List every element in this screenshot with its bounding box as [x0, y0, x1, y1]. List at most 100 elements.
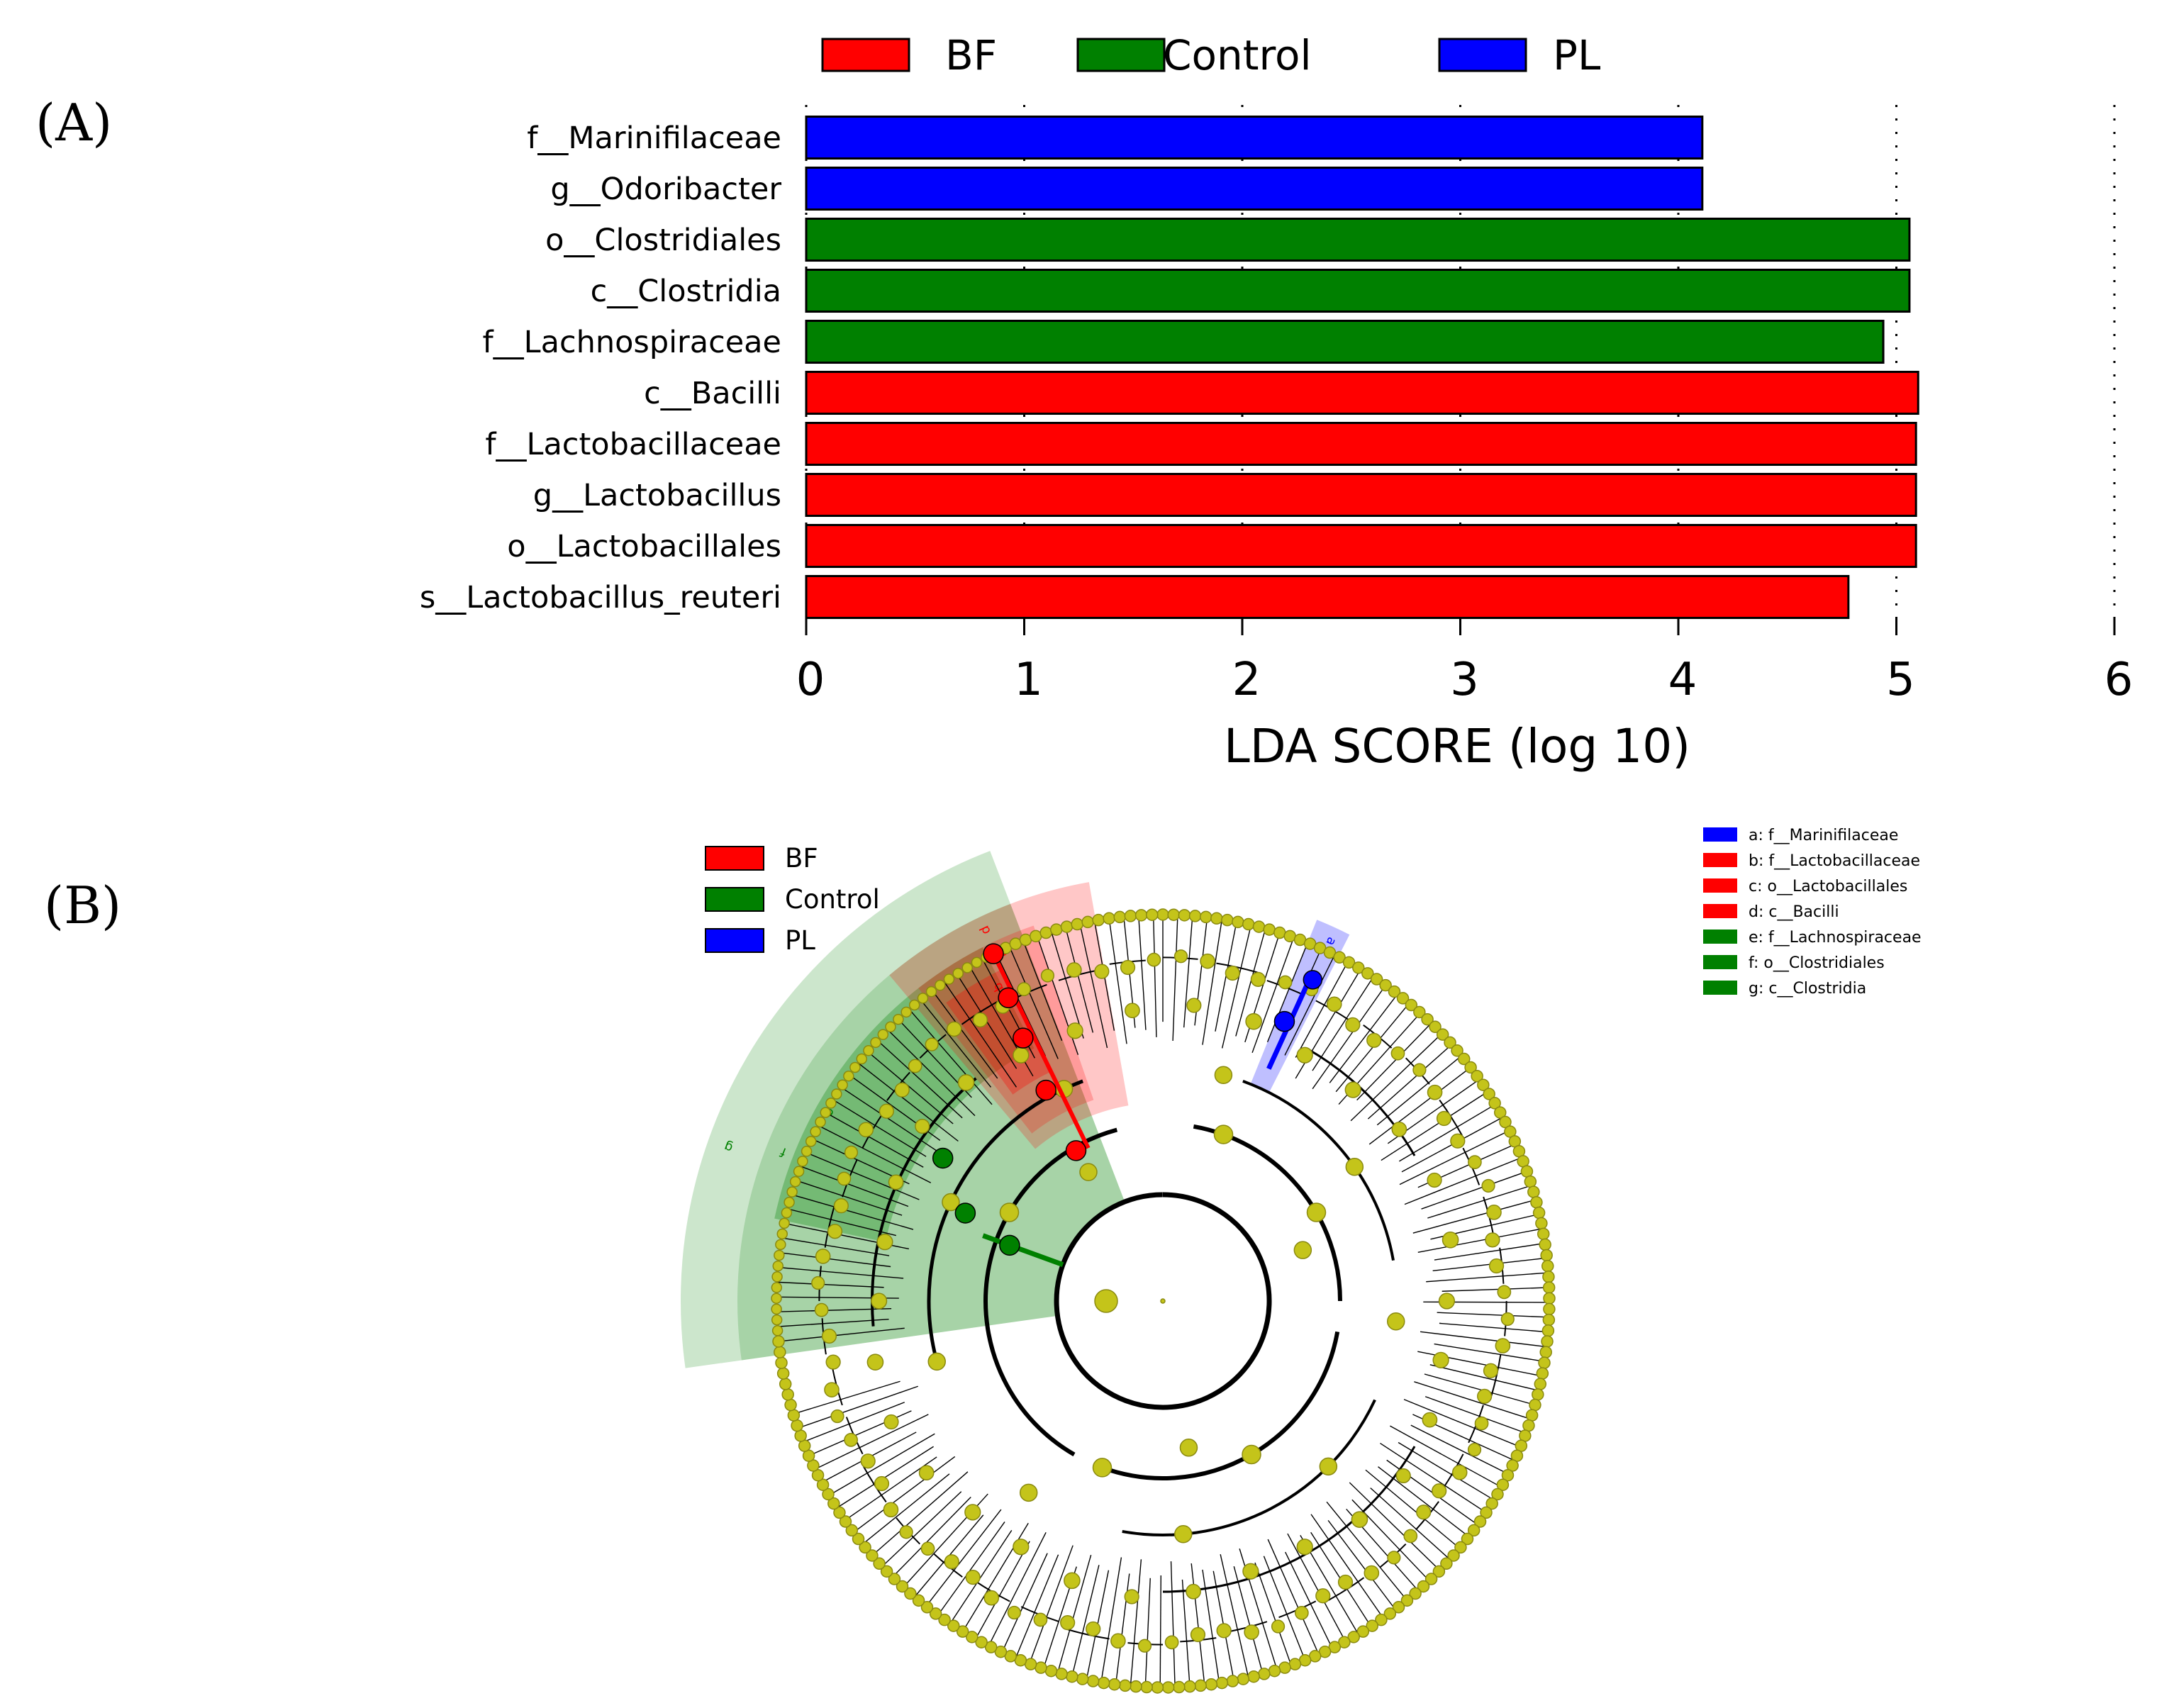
clade-legend-entry: b: f__Lactobacillaceae [1749, 852, 1920, 870]
leaf-edge [920, 999, 992, 1088]
genus-node [944, 1554, 959, 1570]
leaf-edge [881, 1491, 962, 1567]
leaf-node [825, 1098, 837, 1109]
leaf-node [908, 999, 920, 1011]
leaf-node [1086, 1675, 1100, 1687]
leaf-edge [1015, 1554, 1059, 1659]
leaf-node [866, 1549, 879, 1562]
family-node [1125, 1003, 1140, 1019]
bar-g__Lactobacillus [805, 472, 1917, 518]
genus-node [1120, 959, 1136, 976]
leaf-node [810, 1126, 821, 1137]
panel-a-bars [805, 115, 1919, 620]
leaf-node [885, 1021, 896, 1033]
genus-node [874, 1475, 890, 1492]
bar-c__Bacilli [805, 370, 1919, 415]
bar-f__Lactobacillaceae [805, 421, 1917, 467]
leaf-edge [1399, 1129, 1510, 1185]
panel-b-label: (B) [44, 876, 121, 935]
genus-node [1200, 953, 1215, 969]
genus-node [1066, 962, 1082, 978]
genus-node [1416, 1505, 1432, 1520]
leaf-edge [892, 1496, 971, 1578]
genus-node [1345, 1017, 1361, 1032]
genus-node [1497, 1285, 1512, 1300]
genus-node [1477, 1388, 1493, 1404]
leaf-edge [1349, 1482, 1441, 1571]
leaf-node [1436, 1028, 1449, 1041]
family-node [876, 1234, 893, 1251]
leaf-node [775, 1239, 786, 1251]
genus-node [1483, 1363, 1499, 1378]
leaf-edge [862, 1473, 950, 1545]
clade-legend-entry: g: c__Clostridia [1749, 980, 1866, 998]
genus-node [1137, 1639, 1152, 1653]
x-axis-title: LDA SCORE (log 10) [1224, 719, 1690, 774]
leaf-node [1532, 1206, 1546, 1219]
clade-legend-swatch [1703, 955, 1737, 969]
biomarker-node-bacilli [1065, 1140, 1087, 1161]
leaf-node [771, 1271, 783, 1283]
clado-legend-swatch-bf [705, 846, 764, 871]
leaf-node [771, 1314, 783, 1326]
genus-node [1474, 1416, 1489, 1431]
family-node [1395, 1468, 1411, 1484]
leaf-node [1471, 1069, 1483, 1083]
panel-a-category-labels: f__Marinifilaceae g__Odoribacter o__Clostr… [420, 121, 782, 615]
leaf-edge [779, 1251, 891, 1268]
leaf-node [1273, 926, 1286, 939]
category-label: f__Lachnospiraceae [483, 325, 781, 360]
leaf-node [984, 1641, 998, 1653]
leaf-edge [975, 1541, 1030, 1640]
biomarker-node-clostridiales [954, 1202, 976, 1224]
leaf-node [1333, 951, 1346, 964]
leaf-node [952, 968, 964, 979]
leaf-node [1538, 1356, 1551, 1369]
legend-label-bf: BF [945, 31, 997, 79]
genus-node [1326, 996, 1342, 1012]
panel-a-x-ticks: 0 1 2 3 4 5 6 [796, 617, 2133, 706]
leaf-edge [1404, 1156, 1522, 1205]
category-label: g__Lactobacillus [533, 478, 781, 513]
leaf-node [771, 1282, 783, 1293]
genus-node [1094, 964, 1110, 979]
leaf-node [912, 1594, 925, 1607]
leaf-edge [1266, 942, 1308, 1043]
genus-node [899, 1525, 913, 1539]
bar-g__Odoribacter [805, 166, 1704, 211]
family-node [1186, 1583, 1201, 1600]
leaf-node [920, 1601, 934, 1614]
leaf-edge [1022, 940, 1063, 1041]
leaf-node [1342, 956, 1356, 969]
leaf-node [789, 1176, 801, 1188]
clade-legend-swatch [1703, 827, 1737, 842]
leaf-edge [800, 1166, 909, 1207]
genus-node [844, 1432, 858, 1447]
leaf-edge [1235, 928, 1266, 1037]
leaf-edge [777, 1318, 889, 1327]
leaf-node [1071, 917, 1084, 931]
leaf-edge [1181, 1579, 1191, 1687]
leaf-node [1242, 917, 1255, 931]
genus-node [920, 1541, 935, 1556]
leaf-node [1215, 1676, 1229, 1690]
leaf-node [852, 1532, 865, 1546]
leaf-edge [776, 1307, 892, 1312]
leaf-node [917, 993, 929, 1004]
category-label: f__Marinifilaceae [527, 121, 781, 156]
leaf-node [1417, 1580, 1430, 1593]
leaf-node [815, 1116, 826, 1128]
leaf-node [820, 1107, 832, 1118]
leaf-node [1454, 1541, 1467, 1554]
leaf-node [827, 1497, 840, 1510]
control-biomarker-edge [982, 1233, 1064, 1267]
leaf-edge [925, 1509, 1002, 1607]
domain-node [1094, 1289, 1118, 1313]
leaf-edge [805, 1151, 920, 1200]
category-label: c__Clostridia [591, 274, 781, 309]
genus-node [858, 1122, 874, 1138]
genus-node [825, 1354, 841, 1370]
genus-node [1403, 1529, 1418, 1544]
leaf-edge [1285, 1551, 1333, 1649]
